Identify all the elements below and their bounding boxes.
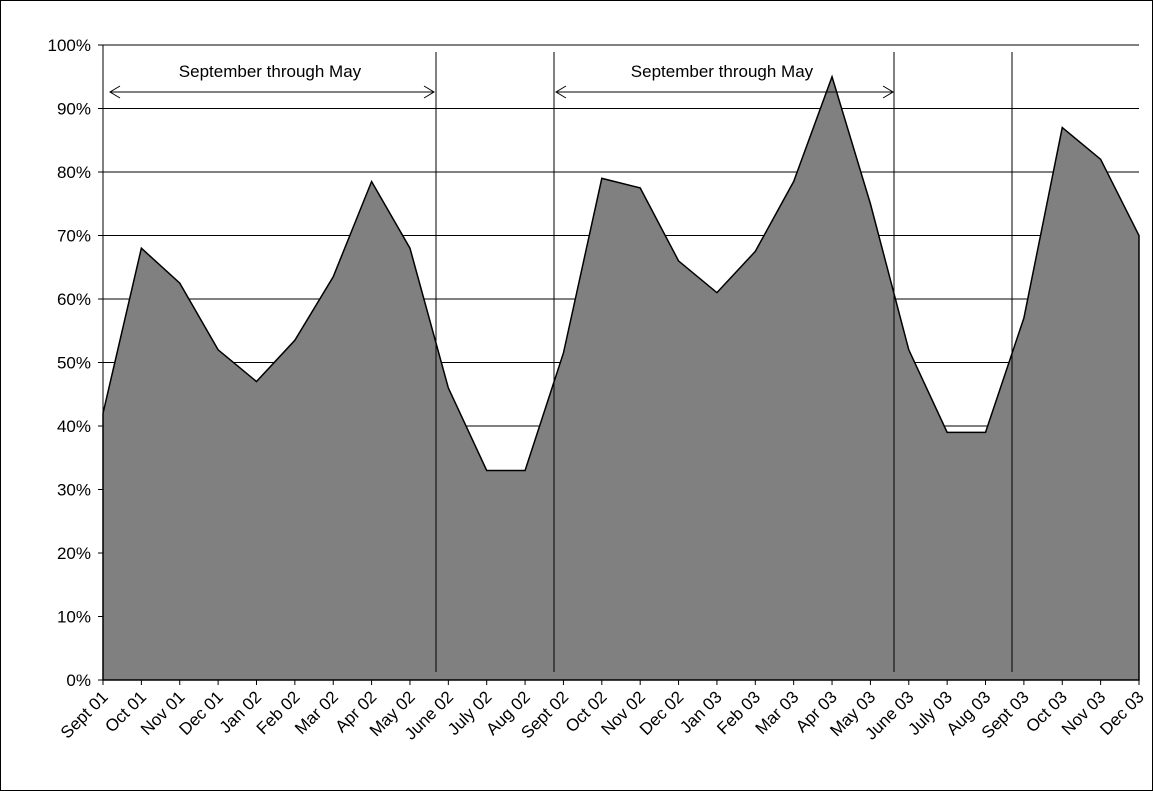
period-lines [435, 52, 1013, 672]
y-tick-label: 90% [57, 100, 91, 119]
y-tick-label: 60% [57, 290, 91, 309]
y-tick-label: 30% [57, 481, 91, 500]
y-tick-label: 50% [57, 354, 91, 373]
y-tick-label: 20% [57, 544, 91, 563]
y-tick-label: 70% [57, 227, 91, 246]
double-arrow [555, 85, 894, 99]
arrows [109, 85, 894, 99]
area-layer [102, 74, 1140, 681]
y-tick-label: 80% [57, 163, 91, 182]
area [102, 74, 1140, 681]
annotation: September through May [631, 62, 814, 81]
y-tick-label: 100% [48, 36, 91, 55]
annotation: September through May [179, 62, 362, 81]
y-tick-label: 40% [57, 417, 91, 436]
y-tick-label: 10% [57, 608, 91, 627]
y-tick-label: 0% [66, 671, 91, 690]
double-arrow [109, 85, 435, 99]
